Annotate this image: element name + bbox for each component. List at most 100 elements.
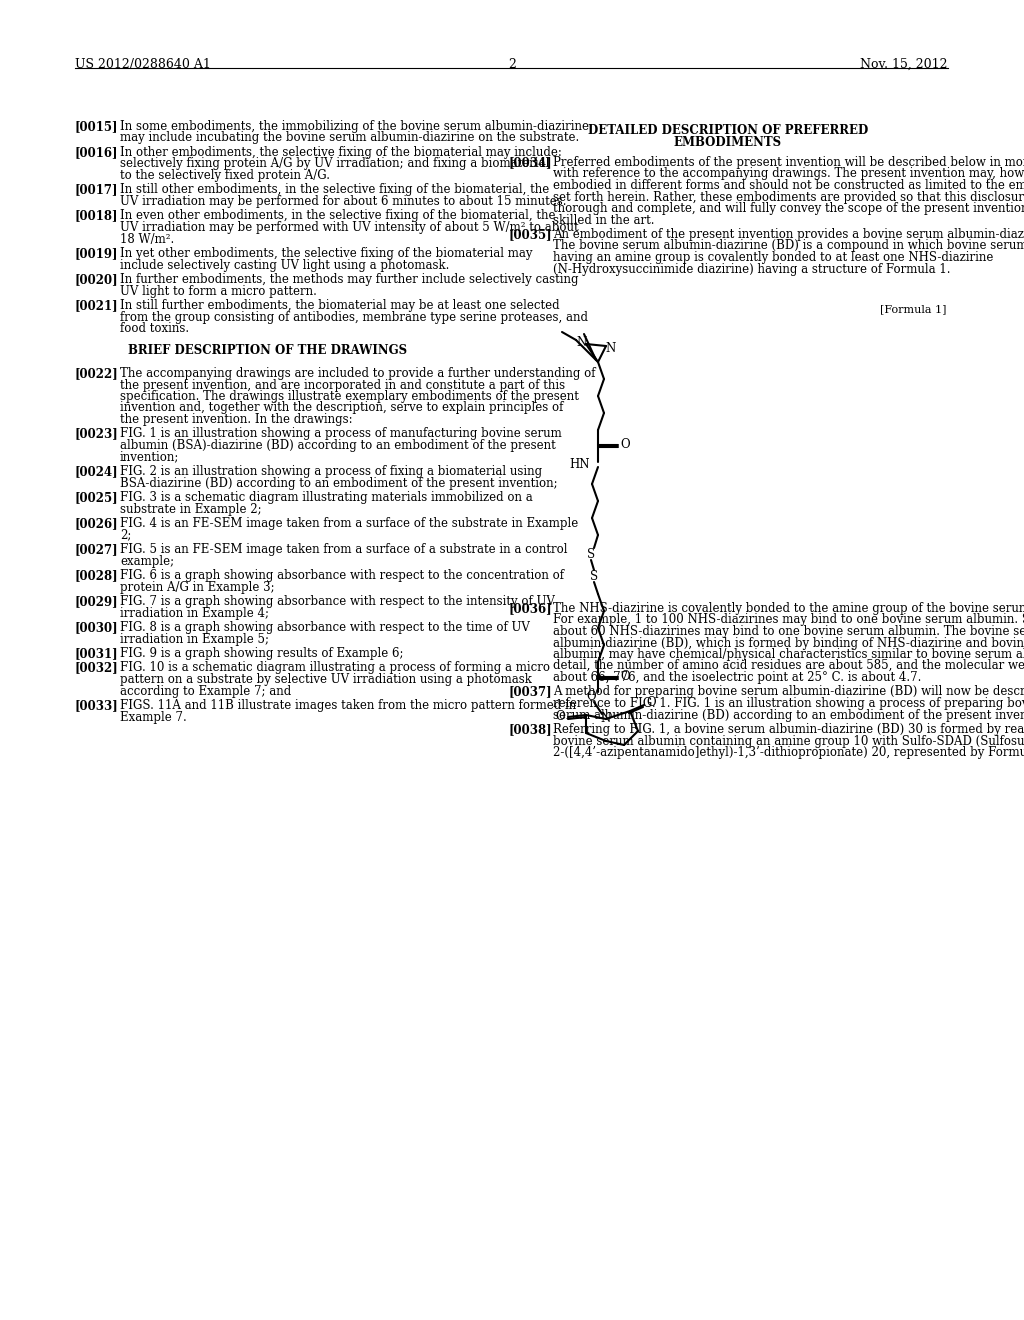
Text: In even other embodiments, in the selective fixing of the biomaterial, the: In even other embodiments, in the select… (120, 210, 555, 223)
Text: invention and, together with the description, serve to explain principles of: invention and, together with the descrip… (120, 401, 563, 414)
Text: O: O (621, 671, 630, 684)
Text: FIG. 4 is an FE-SEM image taken from a surface of the substrate in Example: FIG. 4 is an FE-SEM image taken from a s… (120, 517, 579, 531)
Text: reference to FIG. 1. FIG. 1 is an illustration showing a process of preparing bo: reference to FIG. 1. FIG. 1 is an illust… (553, 697, 1024, 710)
Text: [0021]: [0021] (75, 300, 119, 312)
Text: [Formula 1]: [Formula 1] (880, 304, 946, 314)
Text: FIG. 1 is an illustration showing a process of manufacturing bovine serum: FIG. 1 is an illustration showing a proc… (120, 428, 562, 441)
Text: S: S (590, 569, 598, 582)
Text: [0017]: [0017] (75, 183, 119, 197)
Text: the present invention, and are incorporated in and constitute a part of this: the present invention, and are incorpora… (120, 379, 565, 392)
Text: selectively fixing protein A/G by UV irradiation; and fixing a biomaterial: selectively fixing protein A/G by UV irr… (120, 157, 549, 170)
Text: substrate in Example 2;: substrate in Example 2; (120, 503, 261, 516)
Text: A method for preparing bovine serum albumin-diazirine (BD) will now be described: A method for preparing bovine serum albu… (553, 685, 1024, 698)
Text: detail, the number of amino acid residues are about 585, and the molecular weigh: detail, the number of amino acid residue… (553, 660, 1024, 672)
Text: HN: HN (569, 458, 590, 471)
Text: EMBODIMENTS: EMBODIMENTS (674, 136, 782, 149)
Text: [0038]: [0038] (508, 723, 552, 737)
Text: about 60 NHS-diazirines may bind to one bovine serum albumin. The bovine serum: about 60 NHS-diazirines may bind to one … (553, 624, 1024, 638)
Text: [0027]: [0027] (75, 543, 119, 556)
Text: FIG. 9 is a graph showing results of Example 6;: FIG. 9 is a graph showing results of Exa… (120, 647, 403, 660)
Text: [0033]: [0033] (75, 700, 119, 711)
Text: pattern on a substrate by selective UV irradiation using a photomask: pattern on a substrate by selective UV i… (120, 673, 531, 686)
Text: [0022]: [0022] (75, 367, 119, 380)
Text: In other embodiments, the selective fixing of the biomaterial may include:: In other embodiments, the selective fixi… (120, 147, 562, 158)
Text: Referring to FIG. 1, a bovine serum albumin-diazirine (BD) 30 is formed by react: Referring to FIG. 1, a bovine serum albu… (553, 723, 1024, 737)
Text: FIG. 7 is a graph showing absorbance with respect to the intensity of UV: FIG. 7 is a graph showing absorbance wit… (120, 595, 555, 609)
Text: Preferred embodiments of the present invention will be described below in more d: Preferred embodiments of the present inv… (553, 156, 1024, 169)
Text: food toxins.: food toxins. (120, 322, 189, 335)
Text: may include incubating the bovine serum albumin-diazirine on the substrate.: may include incubating the bovine serum … (120, 132, 580, 144)
Text: [0020]: [0020] (75, 273, 119, 286)
Text: The NHS-diazirine is covalently bonded to the amine group of the bovine serum al: The NHS-diazirine is covalently bonded t… (553, 602, 1024, 615)
Text: the present invention. In the drawings:: the present invention. In the drawings: (120, 413, 352, 426)
Text: albumin (BSA)-diazirine (BD) according to an embodiment of the present: albumin (BSA)-diazirine (BD) according t… (120, 440, 556, 451)
Text: FIGS. 11A and 11B illustrate images taken from the micro pattern formed in: FIGS. 11A and 11B illustrate images take… (120, 700, 577, 711)
Text: The bovine serum albumin-diazirine (BD) is a compound in which bovine serum albu: The bovine serum albumin-diazirine (BD) … (553, 239, 1024, 252)
Text: [0034]: [0034] (508, 156, 552, 169)
Text: 2;: 2; (120, 528, 131, 541)
Text: about 66, 776, and the isoelectric point at 25° C. is about 4.7.: about 66, 776, and the isoelectric point… (553, 671, 922, 684)
Text: In some embodiments, the immobilizing of the bovine serum albumin-diazirine: In some embodiments, the immobilizing of… (120, 120, 589, 133)
Text: N: N (601, 713, 611, 726)
Text: according to Example 7; and: according to Example 7; and (120, 685, 291, 697)
Text: In further embodiments, the methods may further include selectively casting: In further embodiments, the methods may … (120, 273, 579, 286)
Text: N: N (606, 342, 616, 355)
Text: An embodiment of the present invention provides a bovine serum albumin-diazirine: An embodiment of the present invention p… (553, 228, 1024, 242)
Text: US 2012/0288640 A1: US 2012/0288640 A1 (75, 58, 211, 71)
Text: from the group consisting of antibodies, membrane type serine proteases, and: from the group consisting of antibodies,… (120, 310, 588, 323)
Text: BRIEF DESCRIPTION OF THE DRAWINGS: BRIEF DESCRIPTION OF THE DRAWINGS (128, 345, 408, 358)
Text: skilled in the art.: skilled in the art. (553, 214, 654, 227)
Text: specification. The drawings illustrate exemplary embodiments of the present: specification. The drawings illustrate e… (120, 389, 579, 403)
Text: DETAILED DESCRIPTION OF PREFERRED: DETAILED DESCRIPTION OF PREFERRED (588, 124, 868, 137)
Text: irradiation in Example 4;: irradiation in Example 4; (120, 606, 269, 619)
Text: [0031]: [0031] (75, 647, 119, 660)
Text: In yet other embodiments, the selective fixing of the biomaterial may: In yet other embodiments, the selective … (120, 247, 532, 260)
Text: example;: example; (120, 554, 174, 568)
Text: FIG. 10 is a schematic diagram illustrating a process of forming a micro: FIG. 10 is a schematic diagram illustrat… (120, 661, 550, 675)
Text: bovine serum albumin containing an amine group 10 with Sulfo-SDAD (Sulfosuccinim: bovine serum albumin containing an amine… (553, 734, 1024, 747)
Text: [0026]: [0026] (75, 517, 119, 531)
Text: having an amine group is covalently bonded to at least one NHS-diazirine: having an amine group is covalently bond… (553, 251, 993, 264)
Text: [0030]: [0030] (75, 620, 119, 634)
Text: [0023]: [0023] (75, 428, 119, 441)
Text: [0035]: [0035] (508, 228, 552, 242)
Text: Nov. 15, 2012: Nov. 15, 2012 (860, 58, 948, 71)
Text: FIG. 2 is an illustration showing a process of fixing a biomaterial using: FIG. 2 is an illustration showing a proc… (120, 465, 542, 478)
Text: O: O (621, 438, 630, 451)
Text: The accompanying drawings are included to provide a further understanding of: The accompanying drawings are included t… (120, 367, 596, 380)
Text: In still further embodiments, the biomaterial may be at least one selected: In still further embodiments, the biomat… (120, 300, 560, 312)
Text: UV irradiation may be performed for about 6 minutes to about 15 minutes.: UV irradiation may be performed for abou… (120, 195, 566, 209)
Text: [0024]: [0024] (75, 465, 119, 478)
Text: O: O (586, 690, 596, 704)
Text: albumin-diazirine (BD), which is formed by binding of NHS-diazirine and bovine s: albumin-diazirine (BD), which is formed … (553, 636, 1024, 649)
Text: O: O (646, 697, 655, 710)
Text: [0037]: [0037] (508, 685, 552, 698)
Text: embodied in different forms and should not be constructed as limited to the embo: embodied in different forms and should n… (553, 180, 1024, 191)
Text: FIG. 8 is a graph showing absorbance with respect to the time of UV: FIG. 8 is a graph showing absorbance wit… (120, 620, 529, 634)
Text: [0016]: [0016] (75, 147, 119, 158)
Text: [0019]: [0019] (75, 247, 119, 260)
Text: FIG. 6 is a graph showing absorbance with respect to the concentration of: FIG. 6 is a graph showing absorbance wit… (120, 569, 564, 582)
Text: Example 7.: Example 7. (120, 710, 186, 723)
Text: In still other embodiments, in the selective fixing of the biomaterial, the: In still other embodiments, in the selec… (120, 183, 549, 197)
Text: 2-([4,4’-azipentanamido]ethyl)-1,3’-dithiopropionate) 20, represented by Formula: 2-([4,4’-azipentanamido]ethyl)-1,3’-dith… (553, 746, 1024, 759)
Text: serum albumin-diazirine (BD) according to an embodiment of the present invention: serum albumin-diazirine (BD) according t… (553, 709, 1024, 722)
Text: irradiation in Example 5;: irradiation in Example 5; (120, 632, 269, 645)
Text: [0036]: [0036] (508, 602, 552, 615)
Text: [0028]: [0028] (75, 569, 119, 582)
Text: 2: 2 (508, 58, 516, 71)
Text: O: O (555, 710, 565, 723)
Text: (N-Hydroxysuccinimide diazirine) having a structure of Formula 1.: (N-Hydroxysuccinimide diazirine) having … (553, 263, 950, 276)
Text: invention;: invention; (120, 450, 179, 463)
Text: For example, 1 to 100 NHS-diazirines may bind to one bovine serum albumin. Speci: For example, 1 to 100 NHS-diazirines may… (553, 614, 1024, 627)
Text: FIG. 3 is a schematic diagram illustrating materials immobilized on a: FIG. 3 is a schematic diagram illustrati… (120, 491, 532, 504)
Text: 18 W/m².: 18 W/m². (120, 232, 174, 246)
Text: to the selectively fixed protein A/G.: to the selectively fixed protein A/G. (120, 169, 330, 182)
Text: albumin, may have chemical/physical characteristics similar to bovine serum albu: albumin, may have chemical/physical char… (553, 648, 1024, 661)
Text: with reference to the accompanying drawings. The present invention may, however,: with reference to the accompanying drawi… (553, 168, 1024, 181)
Text: thorough and complete, and will fully convey the scope of the present invention : thorough and complete, and will fully co… (553, 202, 1024, 215)
Text: protein A/G in Example 3;: protein A/G in Example 3; (120, 581, 274, 594)
Text: FIG. 5 is an FE-SEM image taken from a surface of a substrate in a control: FIG. 5 is an FE-SEM image taken from a s… (120, 543, 567, 556)
Text: UV light to form a micro pattern.: UV light to form a micro pattern. (120, 285, 316, 297)
Text: S: S (587, 548, 595, 561)
